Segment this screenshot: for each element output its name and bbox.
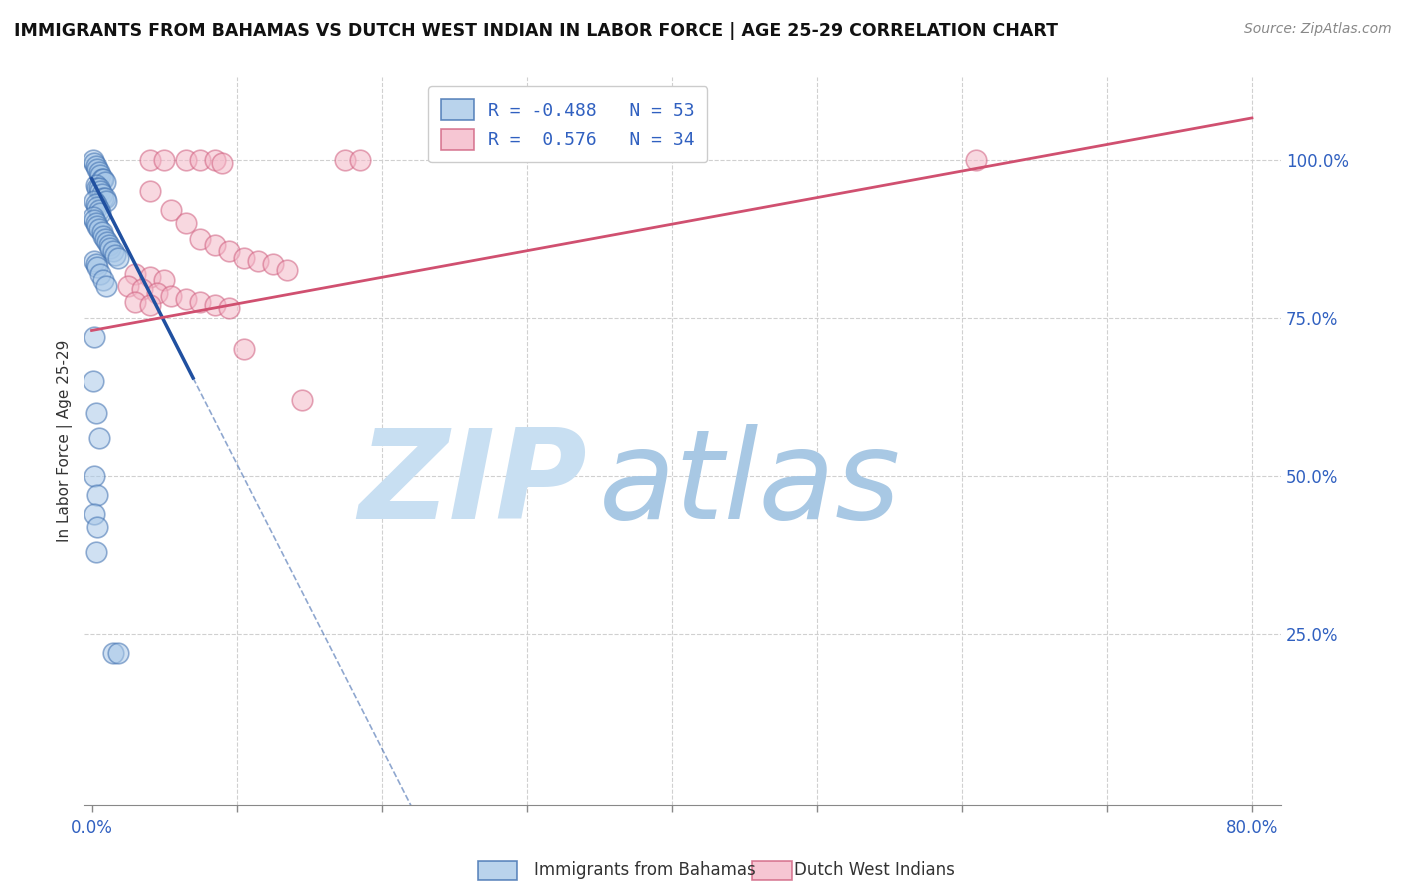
Text: Source: ZipAtlas.com: Source: ZipAtlas.com xyxy=(1244,22,1392,37)
Point xyxy=(138,269,160,284)
Point xyxy=(93,175,115,189)
Legend: R = -0.488   N = 53, R =  0.576   N = 34: R = -0.488 N = 53, R = 0.576 N = 34 xyxy=(429,87,707,162)
Point xyxy=(204,298,226,312)
Point xyxy=(218,301,240,316)
Point xyxy=(94,194,117,208)
Point xyxy=(131,282,153,296)
Point xyxy=(87,203,110,218)
Point xyxy=(89,206,111,220)
Point xyxy=(84,257,107,271)
Point xyxy=(84,178,107,192)
Point xyxy=(91,273,114,287)
Point xyxy=(93,191,115,205)
Y-axis label: In Labor Force | Age 25-29: In Labor Force | Age 25-29 xyxy=(58,340,73,542)
Point xyxy=(89,184,111,198)
Point xyxy=(103,244,125,259)
Point xyxy=(160,203,183,218)
Point xyxy=(83,212,105,227)
Point xyxy=(86,488,108,502)
Point xyxy=(276,263,298,277)
Point xyxy=(96,235,118,249)
Point xyxy=(90,187,112,202)
Point xyxy=(83,194,105,208)
Point xyxy=(262,257,284,271)
Point xyxy=(94,279,117,293)
Point xyxy=(117,279,139,293)
Point xyxy=(83,507,105,521)
Point xyxy=(83,330,105,344)
Point xyxy=(89,169,111,183)
Point xyxy=(138,184,160,198)
Point xyxy=(153,273,176,287)
Point xyxy=(86,219,108,233)
Point xyxy=(232,251,254,265)
Point xyxy=(84,406,107,420)
Point xyxy=(153,153,176,167)
Point xyxy=(83,469,105,483)
Point xyxy=(107,251,129,265)
Point xyxy=(103,646,125,660)
Point xyxy=(91,171,114,186)
Point xyxy=(84,159,107,173)
Point xyxy=(188,295,211,310)
Point xyxy=(218,244,240,259)
Point xyxy=(291,393,314,408)
Point xyxy=(90,226,112,240)
Point xyxy=(204,238,226,252)
Point xyxy=(84,545,107,559)
Point xyxy=(86,181,108,195)
Point xyxy=(104,247,127,261)
Point xyxy=(82,210,104,224)
Point xyxy=(138,153,160,167)
Point xyxy=(97,238,120,252)
Point xyxy=(247,253,270,268)
Point xyxy=(188,153,211,167)
Point xyxy=(89,267,111,281)
Point xyxy=(82,153,104,167)
Point xyxy=(204,153,226,167)
Point xyxy=(160,289,183,303)
Point xyxy=(86,519,108,533)
Point xyxy=(174,153,197,167)
Point xyxy=(91,228,114,243)
Point xyxy=(86,162,108,177)
Point xyxy=(107,646,129,660)
Point xyxy=(83,156,105,170)
Point xyxy=(84,197,107,211)
Point xyxy=(93,232,115,246)
Point xyxy=(232,343,254,357)
Point xyxy=(84,216,107,230)
Point xyxy=(174,292,197,306)
Point xyxy=(87,181,110,195)
Text: Dutch West Indians: Dutch West Indians xyxy=(794,861,955,879)
Point xyxy=(91,191,114,205)
Point xyxy=(146,285,169,300)
Text: atlas: atlas xyxy=(599,425,901,545)
Text: Immigrants from Bahamas: Immigrants from Bahamas xyxy=(534,861,756,879)
Point xyxy=(87,431,110,445)
Point xyxy=(138,298,160,312)
Text: IMMIGRANTS FROM BAHAMAS VS DUTCH WEST INDIAN IN LABOR FORCE | AGE 25-29 CORRELAT: IMMIGRANTS FROM BAHAMAS VS DUTCH WEST IN… xyxy=(14,22,1059,40)
Point xyxy=(90,171,112,186)
Point xyxy=(124,295,146,310)
Point xyxy=(87,222,110,236)
Point xyxy=(83,253,105,268)
Point xyxy=(174,216,197,230)
Point xyxy=(82,374,104,388)
Point xyxy=(87,165,110,179)
Point xyxy=(100,241,122,255)
Point xyxy=(349,153,371,167)
Point xyxy=(86,200,108,214)
Point xyxy=(211,156,233,170)
Point xyxy=(965,153,987,167)
Point xyxy=(86,260,108,275)
Point xyxy=(335,153,357,167)
Text: ZIP: ZIP xyxy=(359,425,586,545)
Point xyxy=(124,267,146,281)
Point xyxy=(188,232,211,246)
